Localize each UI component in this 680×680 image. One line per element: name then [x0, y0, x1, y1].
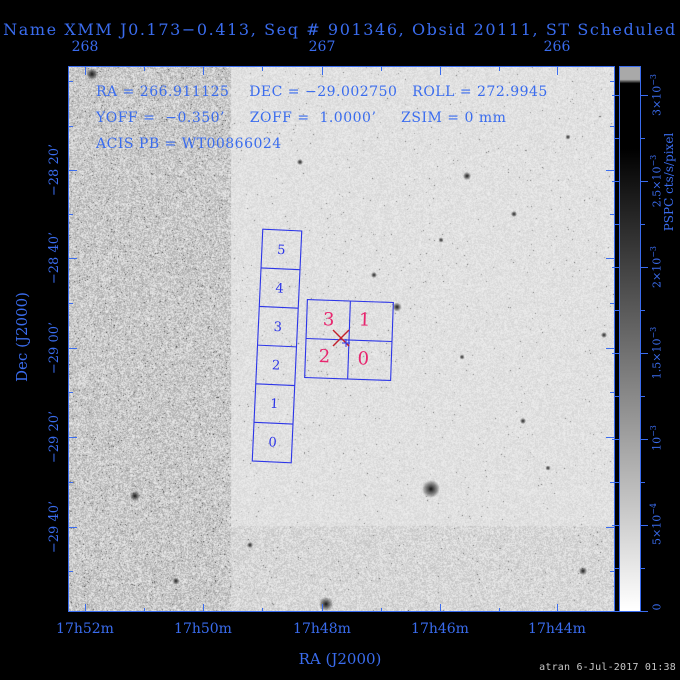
tick-mark	[612, 439, 619, 440]
tick-mark	[610, 571, 614, 572]
top-axis-tick-label: 267	[309, 39, 336, 55]
tick-mark	[641, 138, 645, 139]
tick-mark	[69, 170, 77, 171]
tick-mark	[69, 303, 73, 304]
tick-mark	[69, 571, 73, 572]
tick-mark	[69, 81, 73, 82]
tick-mark	[322, 67, 323, 75]
tick-mark	[381, 67, 382, 71]
dec-axis-title: Dec (J2000)	[13, 267, 31, 407]
ra-tick-label: 17h52m	[56, 621, 114, 637]
colorbar-tick-label: 10−3	[647, 393, 661, 483]
status-timestamp: atran 6-Jul-2017 01:38	[539, 662, 676, 673]
top-axis-tick-label: 266	[544, 39, 571, 55]
tick-mark	[606, 258, 614, 259]
tick-mark	[499, 67, 500, 71]
tick-mark	[440, 604, 441, 612]
ra-tick-label: 17h48m	[293, 621, 351, 637]
tick-mark	[612, 353, 619, 354]
tick-mark	[610, 392, 614, 393]
tick-mark	[610, 482, 614, 483]
dec-tick-label: −28 40’	[47, 213, 63, 303]
overlay-acis-pb-line: ACIS PB = WT00866024	[96, 136, 282, 152]
tick-mark	[440, 67, 441, 75]
tick-mark	[610, 214, 614, 215]
dec-tick-label: −29 00’	[47, 303, 63, 393]
tick-mark	[203, 604, 204, 612]
tick-mark	[641, 482, 645, 483]
observation-title: Name XMM J0.173−0.413, Seq # 901346, Obs…	[0, 20, 680, 39]
tick-mark	[262, 608, 263, 612]
dec-tick-label: −28 20’	[47, 125, 63, 215]
tick-mark	[69, 482, 73, 483]
tick-mark	[612, 525, 619, 526]
tick-mark	[610, 81, 614, 82]
tick-mark	[203, 67, 204, 75]
tick-mark	[610, 303, 614, 304]
tick-mark	[612, 267, 619, 268]
top-axis-tick-label: 268	[72, 39, 99, 55]
tick-mark	[612, 181, 619, 182]
tick-mark	[69, 214, 73, 215]
tick-mark	[144, 608, 145, 612]
colorbar-tick-label: 1.5×10−3	[647, 308, 661, 398]
tick-mark	[557, 67, 558, 75]
colorbar-unit-label: PSPC cts/s/pixel	[661, 72, 677, 292]
tick-mark	[381, 608, 382, 612]
tick-mark	[322, 604, 323, 612]
tick-mark	[557, 604, 558, 612]
tick-mark	[85, 604, 86, 612]
obsvis-window: Name XMM J0.173−0.413, Seq # 901346, Obs…	[0, 0, 680, 680]
dec-tick-label: −29 20’	[47, 392, 63, 482]
tick-mark	[606, 348, 614, 349]
tick-mark	[612, 95, 619, 96]
tick-mark	[606, 170, 614, 171]
colorbar-tick-label: 5×10−4	[647, 479, 661, 569]
tick-mark	[641, 224, 645, 225]
overlay-offset-line: YOFF = −0.350’ ZOFF = 1.0000’ ZSIM = 0 m…	[96, 110, 506, 126]
tick-mark	[606, 527, 614, 528]
tick-mark	[69, 392, 73, 393]
tick-mark	[69, 527, 77, 528]
tick-mark	[610, 126, 614, 127]
colorbar-tick-label: 0	[647, 562, 661, 652]
tick-mark	[641, 568, 645, 569]
overlay-pointing-line: RA = 266.911125 DEC = −29.002750 ROLL = …	[96, 84, 548, 100]
tick-mark	[641, 396, 645, 397]
tick-mark	[612, 611, 619, 612]
ra-tick-label: 17h44m	[528, 621, 586, 637]
tick-mark	[69, 126, 73, 127]
colorbar-tick-label: 2.5×10−3	[647, 136, 661, 226]
tick-mark	[85, 67, 86, 75]
ra-tick-label: 17h50m	[174, 621, 232, 637]
ra-tick-label: 17h46m	[411, 621, 469, 637]
colorbar-tick-label: 2×10−3	[647, 222, 661, 312]
tick-mark	[499, 608, 500, 612]
tick-mark	[262, 67, 263, 71]
colorbar	[619, 66, 641, 612]
dec-tick-label: −29 40’	[47, 482, 63, 572]
tick-mark	[606, 437, 614, 438]
tick-mark	[69, 258, 77, 259]
tick-mark	[144, 67, 145, 71]
tick-mark	[641, 310, 645, 311]
colorbar-tick-label: 3×10−3	[647, 50, 661, 140]
tick-mark	[69, 348, 77, 349]
tick-mark	[69, 437, 77, 438]
